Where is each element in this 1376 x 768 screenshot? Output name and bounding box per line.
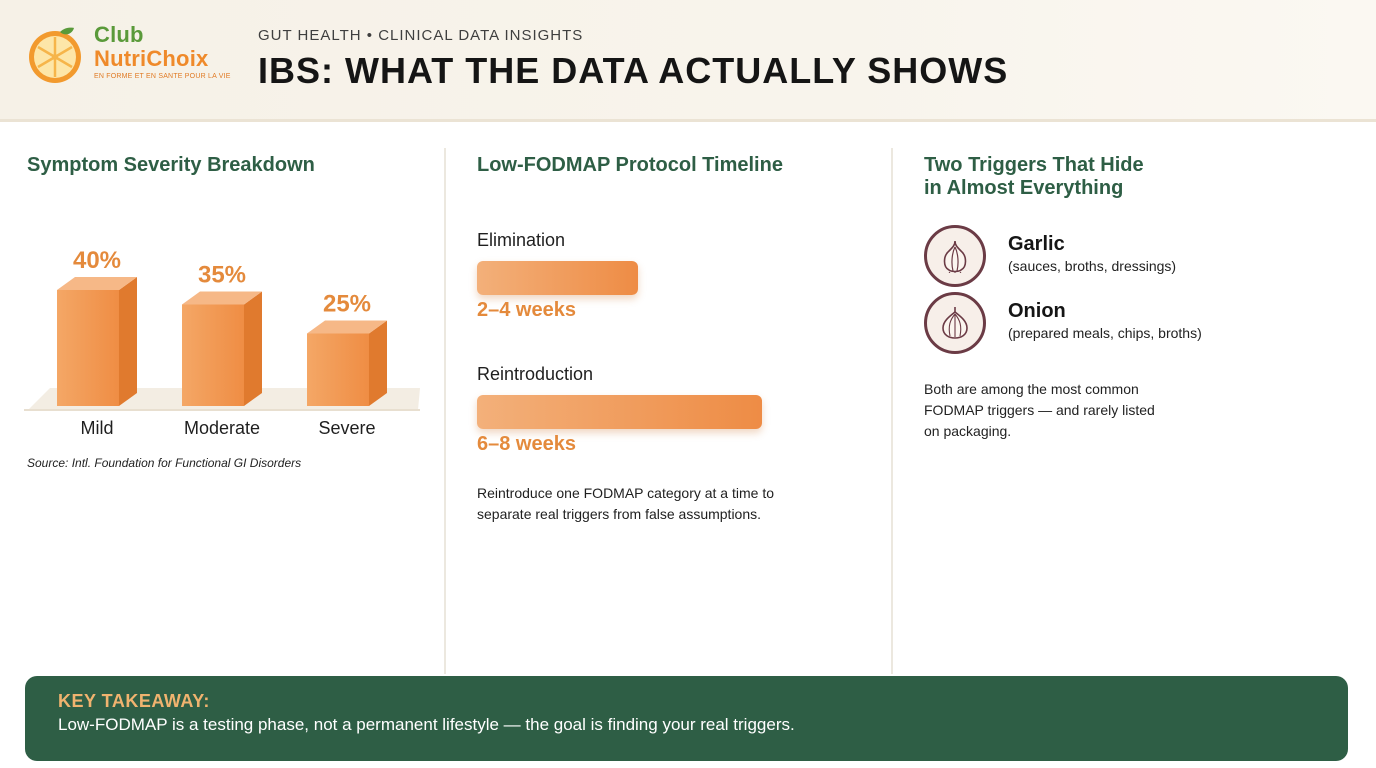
- takeaway-label: KEY TAKEAWAY:: [58, 691, 210, 711]
- phase-duration-reintroduction: 6–8 weeks: [477, 433, 576, 455]
- trigger-name-onion: Onion: [1008, 300, 1066, 322]
- bar-mild: [57, 290, 119, 406]
- phase-bar-reintroduction: [477, 395, 762, 429]
- bar-top-mild: [57, 277, 137, 290]
- bar-value-label-moderate: 35%: [198, 262, 246, 289]
- brand-name: NutriChoix: [94, 46, 209, 71]
- trigger-name-garlic: Garlic: [1008, 233, 1065, 255]
- timeline-note: Reintroduce one FODMAP category at a tim…: [477, 485, 774, 522]
- triggers-title-line2: in Almost Everything: [924, 177, 1124, 199]
- triggers-note: Both are among the most common FODMAP tr…: [924, 381, 1155, 439]
- bar-side-moderate: [244, 291, 262, 406]
- key-takeaway-banner: KEY TAKEAWAY: Low-FODMAP is a testing ph…: [25, 676, 1348, 761]
- column-divider: [891, 148, 893, 674]
- timeline-title: Low-FODMAP Protocol Timeline: [477, 154, 783, 176]
- orange-slice-icon: [29, 27, 81, 83]
- page-title: IBS: WHAT THE DATA ACTUALLY SHOWS: [258, 50, 1009, 91]
- bar-top-severe: [307, 320, 387, 334]
- bar-value-label-severe: 25%: [323, 291, 371, 318]
- bar-moderate: [182, 304, 244, 406]
- category-label-mild: Mild: [80, 418, 113, 438]
- chart-source: Source: Intl. Foundation for Functional …: [27, 456, 302, 470]
- bar-side-severe: [369, 320, 387, 406]
- header: Club NutriChoix EN FORME ET EN SANTE POU…: [0, 0, 1376, 122]
- brand-club: Club: [94, 22, 144, 47]
- bar-top-moderate: [182, 291, 262, 305]
- column-divider: [444, 148, 446, 674]
- header-kicker: GUT HEALTH • CLINICAL DATA INSIGHTS: [258, 27, 584, 44]
- bar-side-mild: [119, 277, 137, 406]
- bar-value-label-mild: 40%: [73, 250, 121, 274]
- brand-logo[interactable]: Club NutriChoix EN FORME ET EN SANTE POU…: [26, 14, 236, 90]
- severity-title: Symptom Severity Breakdown: [27, 154, 315, 176]
- onion-icon: [924, 292, 986, 354]
- phase-label-elimination: Elimination: [477, 230, 566, 250]
- phase-duration-elimination: 2–4 weeks: [477, 299, 576, 321]
- triggers-title-line1: Two Triggers That Hide: [924, 154, 1144, 176]
- brand-tagline: EN FORME ET EN SANTE POUR LA VIE: [94, 73, 231, 80]
- bar-severe: [307, 333, 369, 406]
- phase-label-reintroduction: Reintroduction: [477, 364, 594, 384]
- takeaway-text: Low-FODMAP is a testing phase, not a per…: [58, 715, 795, 734]
- trigger-examples-onion: (prepared meals, chips, broths): [1008, 325, 1202, 341]
- category-label-moderate: Moderate: [184, 418, 260, 438]
- trigger-examples-garlic: (sauces, broths, dressings): [1008, 258, 1177, 274]
- phase-bar-elimination: [477, 261, 638, 295]
- category-label-severe: Severe: [318, 418, 375, 438]
- garlic-icon: [924, 225, 986, 287]
- severity-bar-chart: 40% Mild 35% Moderate 25% Severe: [24, 250, 420, 438]
